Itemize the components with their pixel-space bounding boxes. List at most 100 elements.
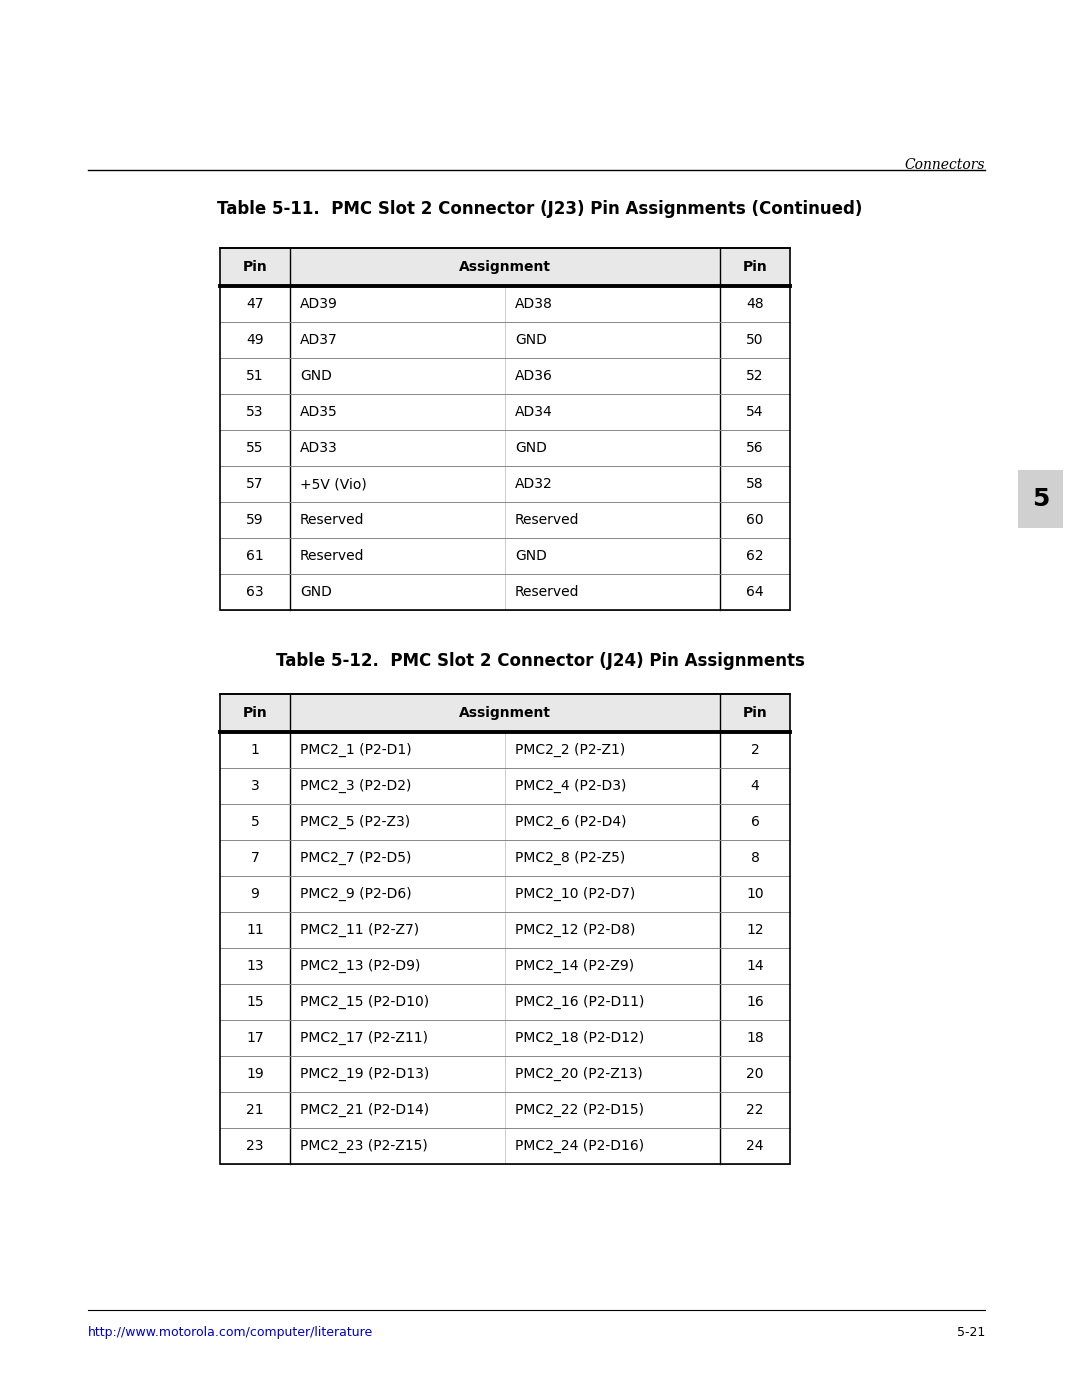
Text: 22: 22	[746, 1104, 764, 1118]
Text: 52: 52	[746, 369, 764, 383]
Text: 50: 50	[746, 332, 764, 346]
Text: 64: 64	[746, 585, 764, 599]
Text: Reserved: Reserved	[300, 513, 365, 527]
Text: 5: 5	[1031, 488, 1049, 511]
Text: 60: 60	[746, 513, 764, 527]
Text: Pin: Pin	[243, 705, 268, 719]
Bar	[220, 249, 789, 610]
Text: 12: 12	[746, 923, 764, 937]
Text: +5V (Vio): +5V (Vio)	[300, 476, 367, 490]
Text: 21: 21	[246, 1104, 264, 1118]
Text: 24: 24	[746, 1139, 764, 1153]
Text: PMC2_9 (P2-D6): PMC2_9 (P2-D6)	[300, 887, 411, 901]
Text: PMC2_23 (P2-Z15): PMC2_23 (P2-Z15)	[300, 1139, 428, 1153]
Text: AD38: AD38	[515, 298, 553, 312]
Text: Pin: Pin	[743, 260, 768, 274]
Text: 20: 20	[746, 1067, 764, 1081]
Text: 5: 5	[251, 814, 259, 828]
Text: PMC2_14 (P2-Z9): PMC2_14 (P2-Z9)	[515, 958, 634, 974]
Text: PMC2_20 (P2-Z13): PMC2_20 (P2-Z13)	[515, 1067, 643, 1081]
Text: 51: 51	[246, 369, 264, 383]
Text: 19: 19	[246, 1067, 264, 1081]
Text: 56: 56	[746, 441, 764, 455]
Text: 23: 23	[246, 1139, 264, 1153]
Text: 10: 10	[746, 887, 764, 901]
Text: 53: 53	[246, 405, 264, 419]
Text: 8: 8	[751, 851, 759, 865]
Text: 15: 15	[246, 995, 264, 1009]
Text: PMC2_22 (P2-D15): PMC2_22 (P2-D15)	[515, 1102, 644, 1118]
Text: PMC2_8 (P2-Z5): PMC2_8 (P2-Z5)	[515, 851, 625, 865]
Text: AD36: AD36	[515, 369, 553, 383]
Text: Reserved: Reserved	[515, 585, 580, 599]
Text: 57: 57	[246, 476, 264, 490]
Text: GND: GND	[300, 585, 332, 599]
Text: 48: 48	[746, 298, 764, 312]
Text: AD39: AD39	[300, 298, 338, 312]
Text: PMC2_7 (P2-D5): PMC2_7 (P2-D5)	[300, 851, 411, 865]
Text: 14: 14	[746, 958, 764, 972]
Text: Reserved: Reserved	[300, 549, 365, 563]
Bar	[220, 694, 789, 1164]
Text: 18: 18	[746, 1031, 764, 1045]
Text: PMC2_3 (P2-D2): PMC2_3 (P2-D2)	[300, 780, 411, 793]
Text: AD32: AD32	[515, 476, 553, 490]
Text: PMC2_24 (P2-D16): PMC2_24 (P2-D16)	[515, 1139, 644, 1153]
Text: AD35: AD35	[300, 405, 338, 419]
Text: PMC2_18 (P2-D12): PMC2_18 (P2-D12)	[515, 1031, 645, 1045]
Text: 54: 54	[746, 405, 764, 419]
Text: GND: GND	[515, 441, 546, 455]
Text: PMC2_15 (P2-D10): PMC2_15 (P2-D10)	[300, 995, 429, 1009]
Text: 3: 3	[251, 780, 259, 793]
Text: 6: 6	[751, 814, 759, 828]
Text: PMC2_17 (P2-Z11): PMC2_17 (P2-Z11)	[300, 1031, 428, 1045]
Text: GND: GND	[515, 549, 546, 563]
Text: Pin: Pin	[243, 260, 268, 274]
Text: PMC2_12 (P2-D8): PMC2_12 (P2-D8)	[515, 923, 635, 937]
Bar	[1018, 469, 1063, 528]
Text: AD34: AD34	[515, 405, 553, 419]
Text: 11: 11	[246, 923, 264, 937]
Text: 4: 4	[751, 780, 759, 793]
Text: PMC2_6 (P2-D4): PMC2_6 (P2-D4)	[515, 814, 626, 828]
Text: PMC2_19 (P2-D13): PMC2_19 (P2-D13)	[300, 1067, 429, 1081]
Text: 58: 58	[746, 476, 764, 490]
Text: 13: 13	[246, 958, 264, 972]
Text: 55: 55	[246, 441, 264, 455]
Text: GND: GND	[515, 332, 546, 346]
Text: Table 5-11.  PMC Slot 2 Connector (J23) Pin Assignments (Continued): Table 5-11. PMC Slot 2 Connector (J23) P…	[217, 200, 863, 218]
Text: Assignment: Assignment	[459, 260, 551, 274]
Text: 49: 49	[246, 332, 264, 346]
Text: 17: 17	[246, 1031, 264, 1045]
Text: 1: 1	[251, 743, 259, 757]
Text: PMC2_13 (P2-D9): PMC2_13 (P2-D9)	[300, 958, 420, 974]
Text: Connectors: Connectors	[905, 158, 985, 172]
Text: PMC2_1 (P2-D1): PMC2_1 (P2-D1)	[300, 743, 411, 757]
Text: 9: 9	[251, 887, 259, 901]
Text: AD37: AD37	[300, 332, 338, 346]
Text: PMC2_4 (P2-D3): PMC2_4 (P2-D3)	[515, 780, 626, 793]
Text: Pin: Pin	[743, 705, 768, 719]
Text: 5-21: 5-21	[957, 1326, 985, 1338]
Text: Table 5-12.  PMC Slot 2 Connector (J24) Pin Assignments: Table 5-12. PMC Slot 2 Connector (J24) P…	[275, 652, 805, 671]
Text: http://www.motorola.com/computer/literature: http://www.motorola.com/computer/literat…	[87, 1326, 374, 1338]
Text: Reserved: Reserved	[515, 513, 580, 527]
Text: Assignment: Assignment	[459, 705, 551, 719]
Text: AD33: AD33	[300, 441, 338, 455]
Text: 47: 47	[246, 298, 264, 312]
Text: 63: 63	[246, 585, 264, 599]
Text: PMC2_5 (P2-Z3): PMC2_5 (P2-Z3)	[300, 814, 410, 828]
Text: PMC2_16 (P2-D11): PMC2_16 (P2-D11)	[515, 995, 645, 1009]
Text: 16: 16	[746, 995, 764, 1009]
Text: PMC2_11 (P2-Z7): PMC2_11 (P2-Z7)	[300, 923, 419, 937]
Text: 2: 2	[751, 743, 759, 757]
Text: PMC2_2 (P2-Z1): PMC2_2 (P2-Z1)	[515, 743, 625, 757]
Text: PMC2_10 (P2-D7): PMC2_10 (P2-D7)	[515, 887, 635, 901]
Text: 62: 62	[746, 549, 764, 563]
Bar	[220, 694, 789, 732]
Text: 7: 7	[251, 851, 259, 865]
Text: 59: 59	[246, 513, 264, 527]
Text: PMC2_21 (P2-D14): PMC2_21 (P2-D14)	[300, 1102, 429, 1118]
Text: GND: GND	[300, 369, 332, 383]
Text: 61: 61	[246, 549, 264, 563]
